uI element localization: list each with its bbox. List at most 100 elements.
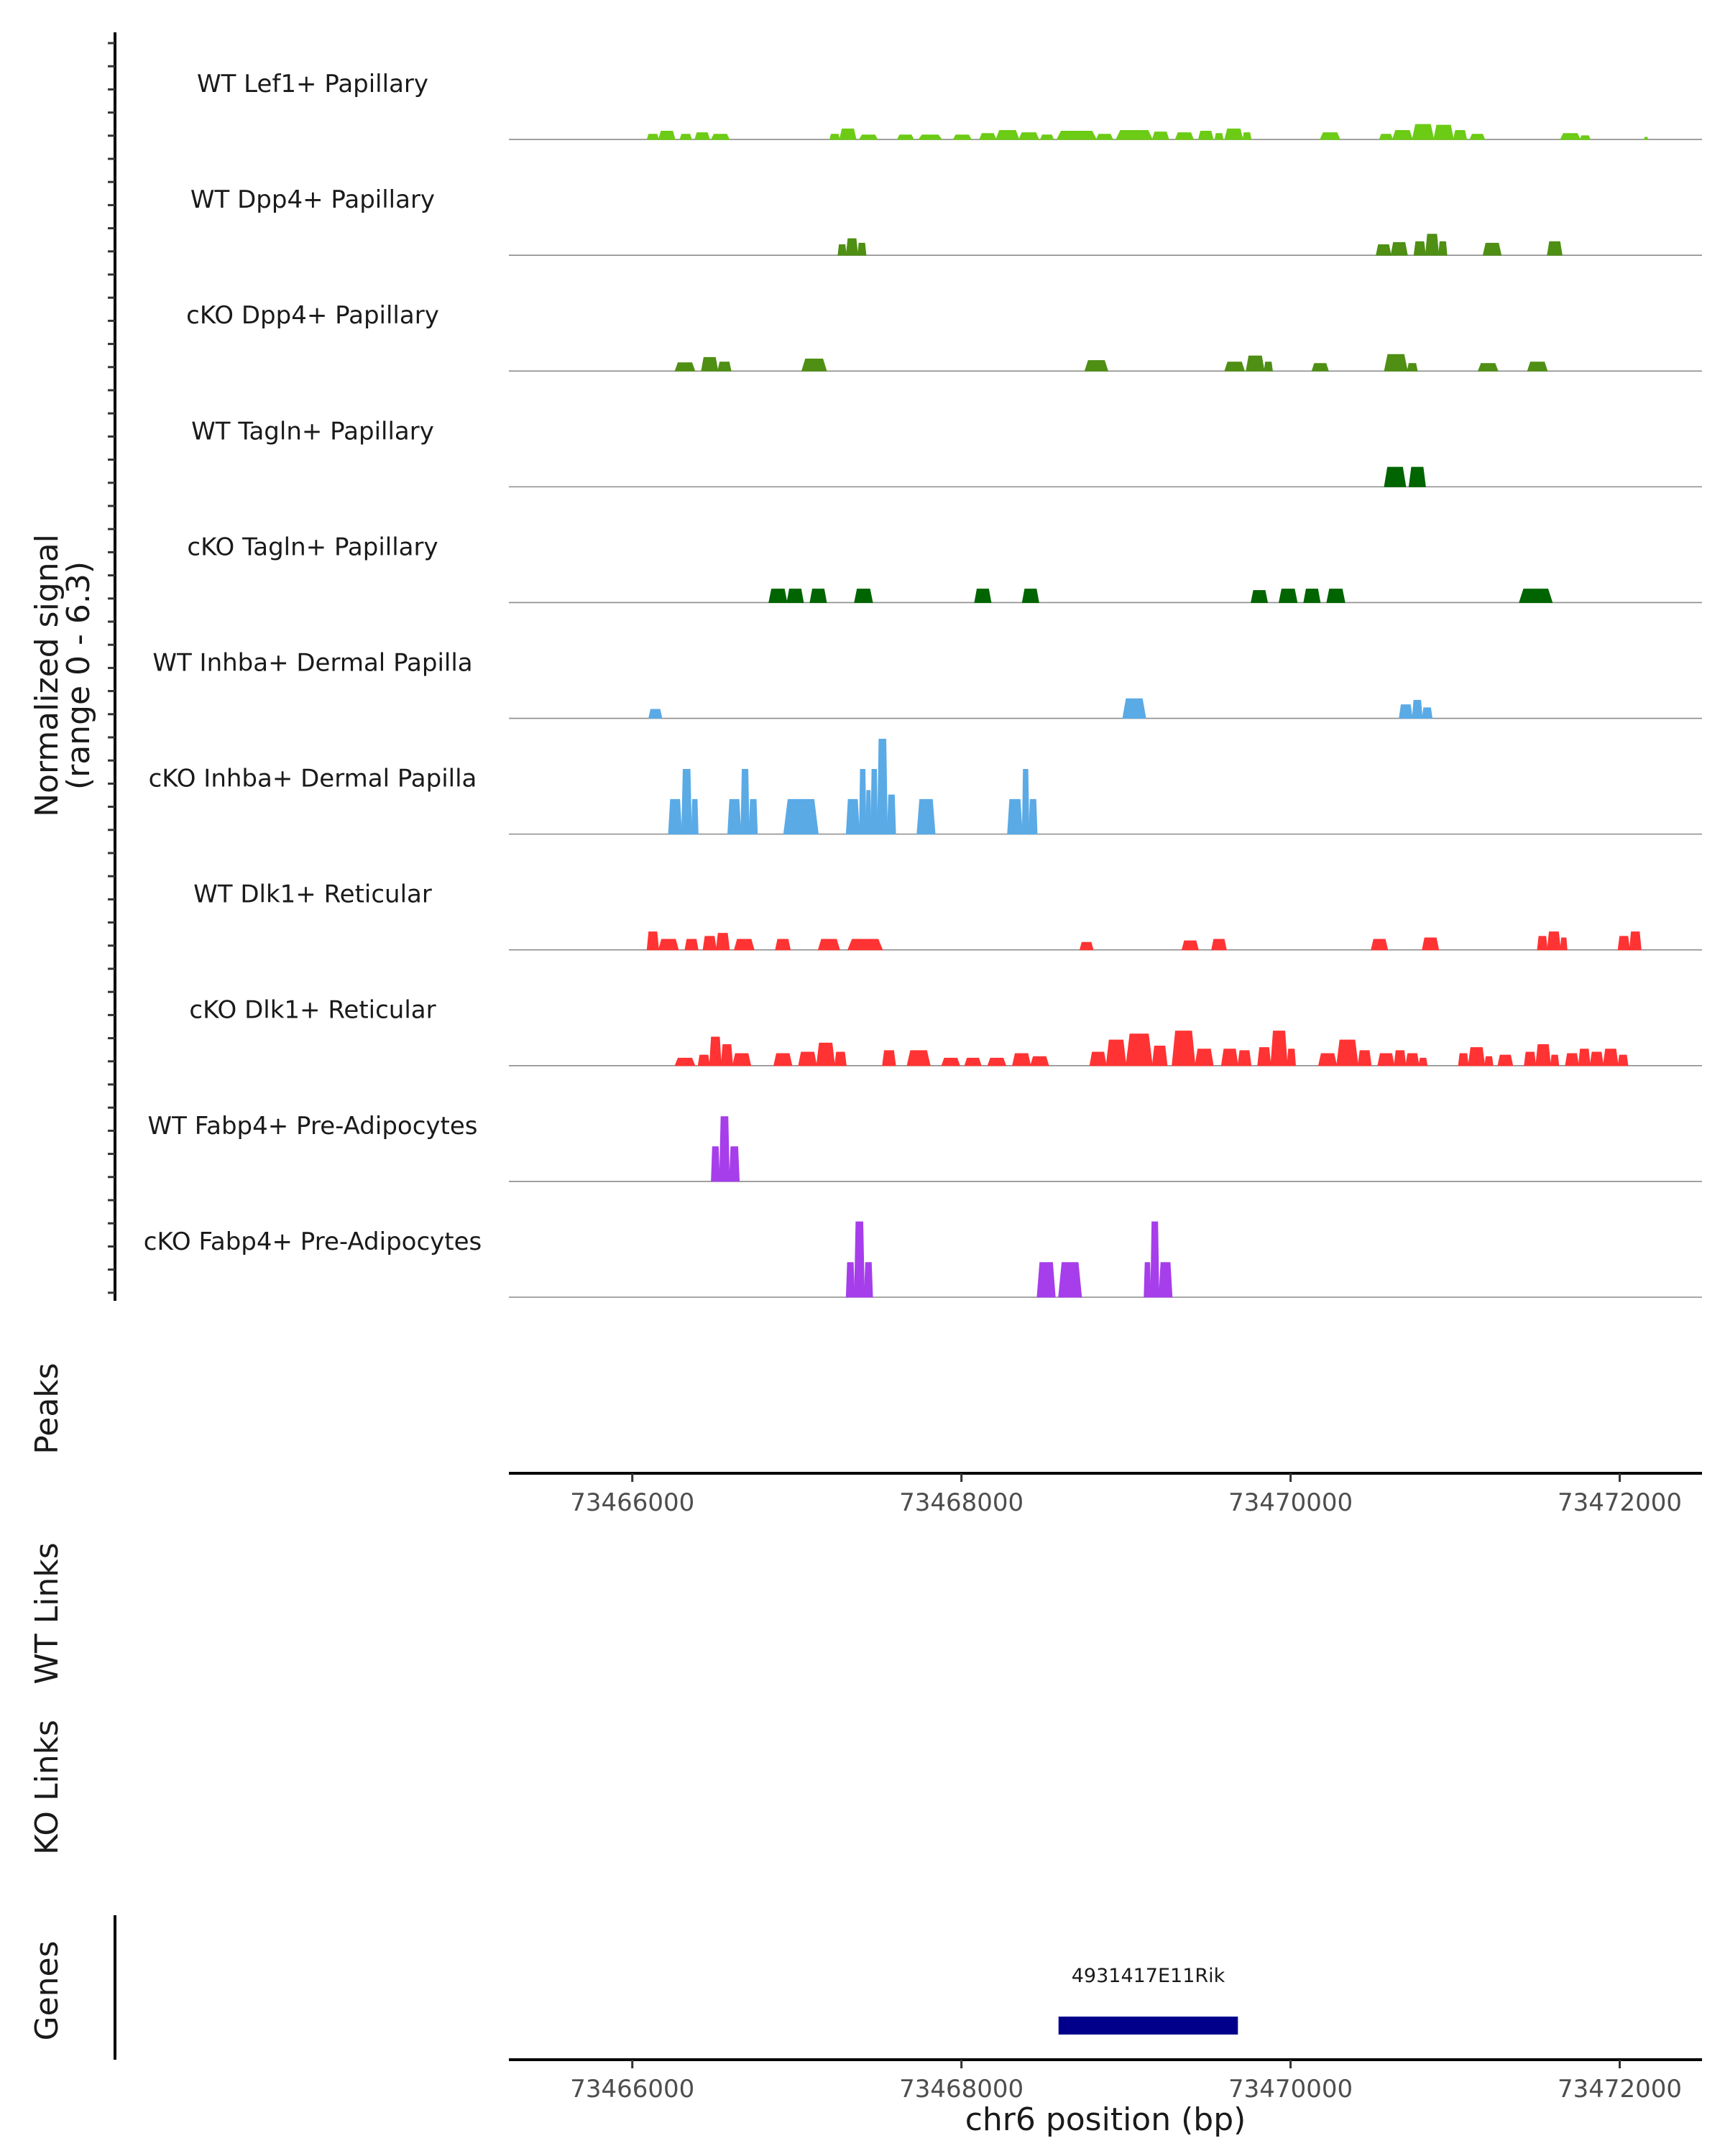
coverage-peak: [1029, 798, 1038, 835]
coverage-peak: [1287, 1049, 1296, 1067]
track-label: WT Fabp4+ Pre-Adipocytes: [148, 1112, 478, 1141]
coverage-peak: [1303, 589, 1321, 603]
coverage-peak: [1079, 941, 1094, 951]
track-label: cKO Dlk1+ Reticular: [189, 996, 436, 1025]
gene-body: [1058, 2017, 1238, 2035]
coverage-peak: [1220, 1049, 1238, 1067]
coverage-peak: [845, 238, 858, 256]
wt-links-panel-title: WT Links: [29, 1542, 65, 1684]
coverage-peak: [1224, 361, 1246, 372]
coverage-peak: [1394, 1050, 1407, 1067]
coverage-peak: [717, 361, 732, 372]
coverage-peak: [694, 132, 711, 140]
coverage-peak: [1246, 355, 1265, 372]
coverage-peak: [1007, 798, 1023, 835]
coverage-peak: [1376, 244, 1392, 256]
coverage-peak: [1482, 242, 1502, 256]
coverage-peak: [1174, 132, 1195, 140]
coverage-peak: [658, 939, 679, 951]
x-axis-tick-label: 73466000: [570, 1488, 694, 1517]
coverage-peak: [1617, 1054, 1629, 1067]
coverage-peak: [684, 939, 699, 951]
x-axis-tick-label: 73470000: [1228, 1488, 1353, 1517]
coverage-peak: [1469, 134, 1486, 140]
coverage-peak: [1317, 1053, 1338, 1067]
coverage-peak: [801, 358, 827, 372]
coverage-peak: [1021, 589, 1039, 603]
coverage-peak: [709, 1036, 722, 1067]
coverage-peak: [839, 128, 857, 140]
genes-x-axis: 73466000 73468000 73470000 73472000: [509, 2058, 1702, 2104]
coverage-peak: [1438, 241, 1448, 256]
coverage-peak: [1629, 931, 1642, 951]
coverage-peak: [1458, 1053, 1469, 1067]
coverage-peak: [1433, 124, 1454, 140]
x-axis-title: chr6 position (bp): [965, 2101, 1246, 2138]
coverage-peak: [1172, 1031, 1196, 1067]
coverage-peak: [668, 798, 682, 835]
coverage-peak: [1336, 1039, 1359, 1067]
coverage-peak: [979, 133, 997, 140]
peaks-panel-title: Peaks: [29, 1363, 65, 1454]
coverage-peak: [1251, 590, 1269, 603]
coverage-peak: [798, 1051, 817, 1067]
coverage-y-axis-title-line: (range 0 - 6.3): [60, 561, 97, 790]
x-axis-tick-label: 73466000: [570, 2075, 694, 2104]
coverage-peak: [870, 768, 878, 835]
coverage-peak: [1012, 1053, 1031, 1067]
coverage-peak: [1477, 363, 1499, 372]
coverage-peak: [1030, 1056, 1049, 1067]
peaks-x-axis: 73466000 73468000 73470000 73472000: [509, 1472, 1702, 1517]
coverage-peak: [952, 134, 972, 140]
coverage-peak: [1547, 931, 1561, 951]
coverage-peak: [1197, 131, 1214, 140]
coverage-peak: [1384, 354, 1408, 372]
coverage-peak: [658, 131, 676, 140]
x-axis-tick-label: 73468000: [899, 2075, 1024, 2104]
coverage-peak: [1018, 132, 1040, 140]
track-label: WT Inhba+ Dermal Papilla: [152, 648, 472, 677]
coverage-peak: [1565, 1053, 1579, 1067]
coverage-peak: [1158, 1262, 1173, 1298]
coverage-peak: [1377, 1053, 1395, 1067]
coverage-peak: [646, 931, 659, 951]
lower-panels: Peaks WT Links KO Links Genes 73466000 734680…: [29, 1363, 1702, 2138]
coverage-peak: [1418, 1057, 1428, 1067]
coverage-tracks: WT Lef1+ Papillary WT Dpp4+ Papillary cKO …: [144, 70, 1702, 1298]
coverage-peak: [1550, 1054, 1560, 1067]
coverage-peak: [1211, 939, 1227, 951]
coverage-peak: [1407, 363, 1418, 372]
coverage-peak: [1151, 132, 1169, 140]
coverage-y-axis: [108, 32, 116, 1301]
coverage-peak: [674, 1057, 696, 1067]
track-cko-fabp4-pre-adipocytes: cKO Fabp4+ Pre-Adipocytes: [144, 1221, 1702, 1298]
coverage-peak: [711, 1146, 720, 1182]
coverage-peak: [679, 134, 692, 140]
coverage-peak: [854, 589, 873, 603]
coverage-y-axis-title-line: Normalized signal: [29, 534, 65, 817]
coverage-peak: [719, 1116, 730, 1182]
coverage-peak: [1270, 1031, 1288, 1067]
coverage-peak: [865, 790, 872, 835]
coverage-peak: [1589, 1051, 1604, 1067]
track-wt-fabp4-pre-adipocytes: WT Fabp4+ Pre-Adipocytes: [148, 1112, 1702, 1182]
coverage-peak: [1237, 1050, 1252, 1067]
coverage-peak: [1468, 1047, 1486, 1067]
coverage-peak: [1320, 132, 1341, 140]
coverage-y-axis-title: Normalized signal(range 0 - 6.3): [29, 534, 97, 817]
coverage-peak: [648, 709, 663, 719]
coverage-peak: [1214, 133, 1224, 140]
coverage-peak: [1195, 1049, 1214, 1067]
coverage-peak: [916, 798, 936, 835]
coverage-peak: [775, 939, 791, 951]
coverage-peak: [1405, 1053, 1420, 1067]
coverage-peak: [1644, 137, 1649, 140]
coverage-peak: [974, 589, 992, 603]
coverage-peak: [646, 134, 660, 140]
coverage-peak: [1257, 1047, 1271, 1067]
coverage-peak: [1603, 1049, 1619, 1067]
coverage-peak: [1224, 128, 1243, 140]
track-label: WT Lef1+ Papillary: [197, 70, 428, 98]
coverage-peak: [995, 130, 1020, 140]
